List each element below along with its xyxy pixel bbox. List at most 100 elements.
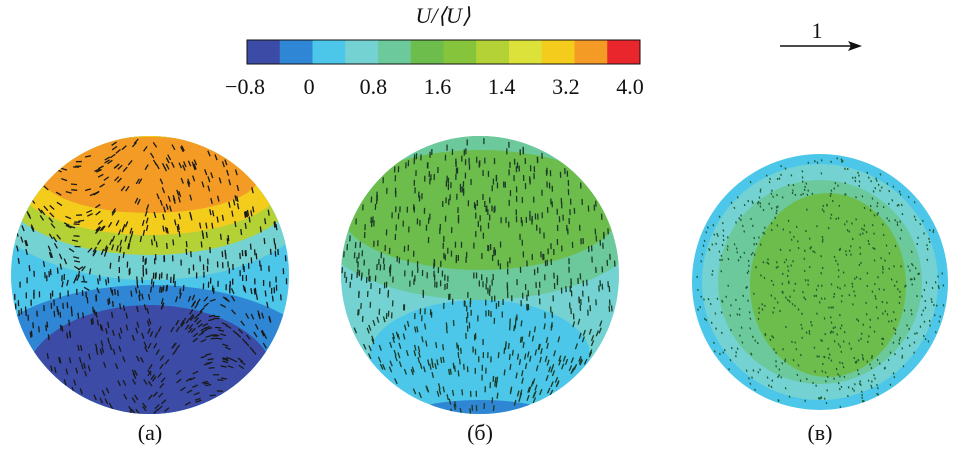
vector bbox=[510, 324, 511, 330]
vector bbox=[842, 161, 843, 163]
vector bbox=[807, 209, 808, 211]
vector bbox=[764, 277, 765, 279]
vector bbox=[802, 313, 803, 315]
vector bbox=[912, 284, 913, 286]
vector bbox=[784, 261, 785, 263]
vector bbox=[836, 260, 837, 262]
vector bbox=[721, 270, 722, 272]
vector bbox=[834, 340, 835, 342]
vector bbox=[450, 369, 451, 375]
vector bbox=[939, 321, 940, 323]
vector bbox=[859, 340, 860, 342]
vector bbox=[927, 244, 928, 246]
vector bbox=[838, 373, 839, 375]
vector bbox=[830, 332, 831, 334]
vector bbox=[723, 235, 724, 237]
vector bbox=[827, 376, 828, 378]
vector bbox=[855, 278, 856, 280]
vector bbox=[83, 312, 84, 318]
vector bbox=[856, 361, 857, 363]
vector bbox=[504, 369, 505, 375]
vector bbox=[749, 311, 750, 313]
vector bbox=[878, 387, 879, 389]
vector bbox=[201, 241, 202, 247]
vector bbox=[110, 263, 111, 269]
vector bbox=[787, 275, 788, 277]
vector bbox=[771, 295, 772, 297]
vector bbox=[843, 272, 844, 274]
vector bbox=[868, 335, 869, 337]
vector bbox=[822, 370, 823, 372]
vector bbox=[771, 207, 772, 209]
vector bbox=[897, 281, 898, 283]
vector bbox=[900, 296, 901, 298]
vector bbox=[773, 196, 774, 198]
vector bbox=[750, 383, 751, 385]
vector bbox=[838, 269, 839, 271]
colorbar-segment bbox=[509, 40, 542, 64]
vector bbox=[883, 271, 884, 273]
vector bbox=[809, 238, 810, 240]
vector bbox=[753, 225, 754, 227]
vector bbox=[714, 234, 715, 236]
vector bbox=[874, 260, 875, 262]
vector bbox=[260, 226, 261, 232]
vector bbox=[857, 369, 858, 371]
vector bbox=[276, 224, 277, 230]
vector bbox=[831, 161, 832, 163]
vector bbox=[139, 290, 140, 296]
vector bbox=[895, 329, 896, 331]
vector bbox=[154, 235, 155, 241]
vector bbox=[746, 287, 747, 289]
panel-b bbox=[310, 130, 650, 440]
vector bbox=[842, 362, 843, 364]
vector bbox=[840, 406, 841, 408]
vector bbox=[520, 337, 521, 343]
colorbar-title: U/⟨U⟩ bbox=[415, 3, 470, 28]
vector bbox=[911, 309, 912, 311]
vector bbox=[842, 295, 843, 297]
vector bbox=[777, 302, 778, 304]
vector bbox=[748, 200, 749, 202]
vector bbox=[824, 317, 825, 319]
vector bbox=[898, 204, 899, 206]
vector bbox=[899, 343, 900, 345]
vector bbox=[765, 333, 766, 335]
vector bbox=[876, 306, 877, 308]
vector bbox=[841, 351, 842, 353]
vector bbox=[71, 190, 77, 191]
vector bbox=[863, 357, 864, 359]
vector bbox=[815, 160, 816, 162]
vector bbox=[929, 320, 930, 322]
vector bbox=[737, 251, 738, 253]
vector bbox=[877, 384, 878, 386]
vector bbox=[866, 313, 867, 315]
vector bbox=[443, 344, 444, 350]
vector bbox=[722, 244, 723, 246]
vector bbox=[776, 212, 777, 214]
vector bbox=[838, 382, 839, 384]
vector bbox=[825, 372, 826, 374]
vector bbox=[821, 272, 822, 274]
vector bbox=[753, 336, 754, 338]
vector bbox=[723, 230, 724, 232]
vector bbox=[751, 218, 752, 220]
vector bbox=[737, 348, 738, 350]
vector bbox=[863, 233, 864, 235]
vector bbox=[838, 276, 839, 278]
vector bbox=[711, 322, 712, 324]
vector bbox=[836, 368, 837, 370]
vector bbox=[29, 265, 30, 271]
colorbar-segment bbox=[542, 40, 575, 64]
vector bbox=[453, 363, 454, 369]
vector bbox=[938, 285, 939, 287]
vector bbox=[840, 288, 841, 290]
vector bbox=[855, 180, 856, 182]
vector bbox=[748, 270, 749, 272]
vector bbox=[763, 232, 764, 234]
vector bbox=[221, 234, 222, 240]
vector bbox=[120, 303, 121, 309]
vector bbox=[521, 320, 522, 326]
vector bbox=[67, 333, 68, 339]
vector bbox=[758, 203, 759, 205]
